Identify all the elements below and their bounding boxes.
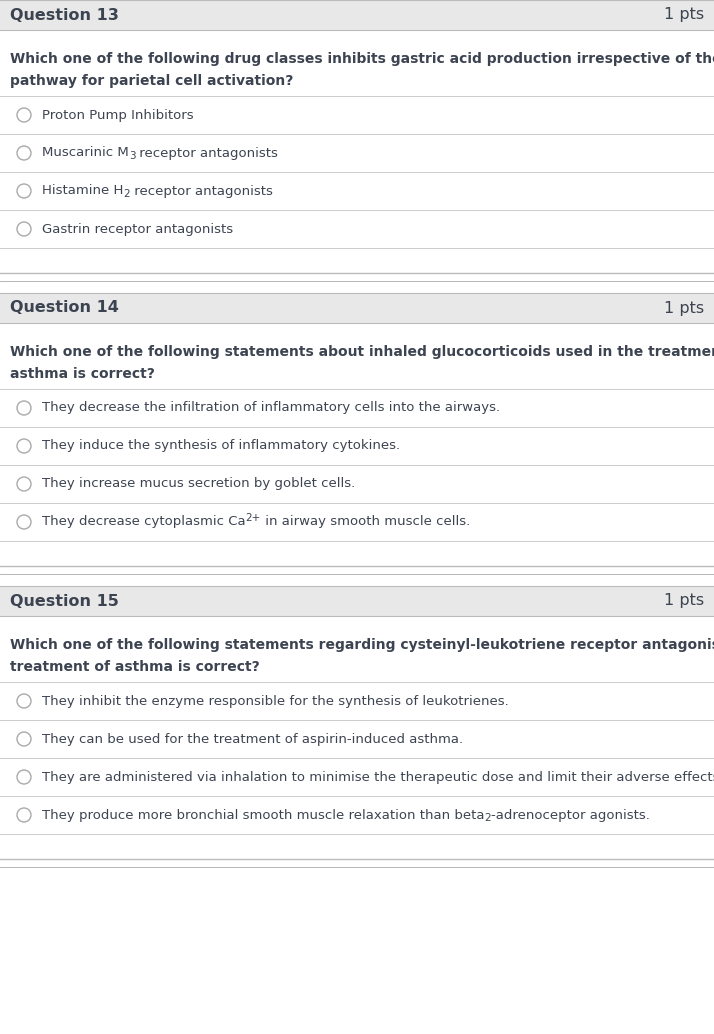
Text: receptor antagonists: receptor antagonists [130, 184, 273, 197]
Text: They induce the synthesis of inflammatory cytokines.: They induce the synthesis of inflammator… [42, 439, 400, 453]
Bar [0, 0, 714, 30]
Text: They inhibit the enzyme responsible for the synthesis of leukotrienes.: They inhibit the enzyme responsible for … [42, 695, 509, 707]
Bar [0, 293, 714, 323]
Text: They produce more bronchial smooth muscle relaxation than beta: They produce more bronchial smooth muscl… [42, 809, 485, 821]
Text: treatment of asthma is correct?: treatment of asthma is correct? [10, 660, 260, 674]
Text: 3: 3 [129, 151, 136, 161]
Text: Histamine H: Histamine H [42, 184, 124, 197]
Text: -adrenoceptor agonists.: -adrenoceptor agonists. [491, 809, 650, 821]
Text: They decrease the infiltration of inflammatory cells into the airways.: They decrease the infiltration of inflam… [42, 401, 500, 415]
Bar [0, 586, 714, 616]
Text: They decrease cytoplasmic Ca: They decrease cytoplasmic Ca [42, 516, 246, 528]
Text: Question 15: Question 15 [10, 594, 119, 608]
Text: 1 pts: 1 pts [664, 594, 704, 608]
Text: receptor antagonists: receptor antagonists [136, 147, 278, 159]
Text: They increase mucus secretion by goblet cells.: They increase mucus secretion by goblet … [42, 478, 356, 490]
Text: They are administered via inhalation to minimise the therapeutic dose and limit : They are administered via inhalation to … [42, 770, 714, 784]
Text: Question 14: Question 14 [10, 301, 119, 315]
Text: pathway for parietal cell activation?: pathway for parietal cell activation? [10, 74, 293, 88]
Text: Question 13: Question 13 [10, 7, 119, 23]
Text: Which one of the following drug classes inhibits gastric acid production irrespe: Which one of the following drug classes … [10, 52, 714, 66]
Text: They can be used for the treatment of aspirin-induced asthma.: They can be used for the treatment of as… [42, 732, 463, 746]
Text: in airway smooth muscle cells.: in airway smooth muscle cells. [261, 516, 470, 528]
Text: Gastrin receptor antagonists: Gastrin receptor antagonists [42, 222, 233, 236]
Text: Proton Pump Inhibitors: Proton Pump Inhibitors [42, 109, 193, 122]
Text: Muscarinic M: Muscarinic M [42, 147, 129, 159]
Text: 1 pts: 1 pts [664, 301, 704, 315]
Text: Which one of the following statements regarding cysteinyl-leukotriene receptor a: Which one of the following statements re… [10, 638, 714, 652]
Text: 1 pts: 1 pts [664, 7, 704, 23]
Text: 2: 2 [124, 189, 130, 199]
Text: 2+: 2+ [246, 513, 261, 523]
Text: asthma is correct?: asthma is correct? [10, 367, 155, 381]
Text: Which one of the following statements about inhaled glucocorticoids used in the : Which one of the following statements ab… [10, 345, 714, 359]
Text: 2: 2 [485, 813, 491, 823]
